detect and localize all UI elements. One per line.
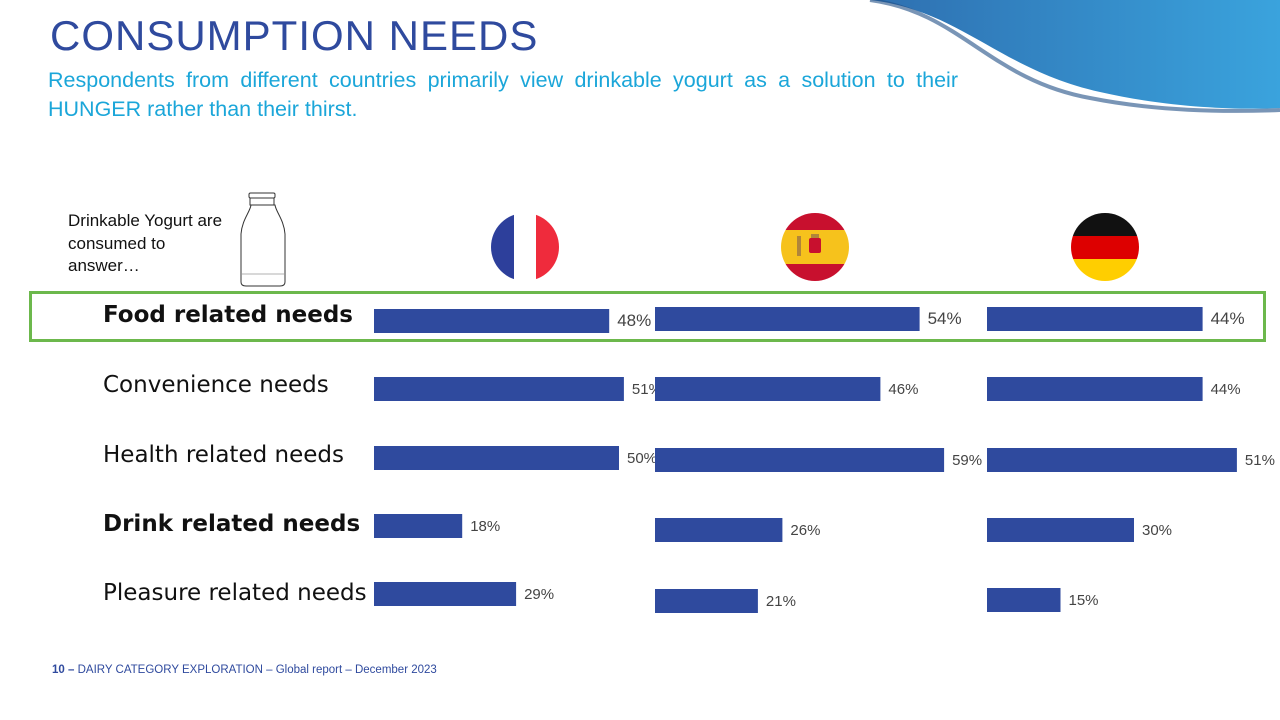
bar-spain-2: [655, 448, 945, 472]
bar-label-germany-3: 30%: [1142, 522, 1172, 539]
bar-label-spain-1: 46%: [888, 381, 918, 398]
bar-label-spain-4: 21%: [766, 593, 796, 610]
bar-label-spain-3: 26%: [790, 522, 820, 539]
category-label-pleasure: Pleasure related needs: [103, 580, 367, 606]
bar-france-3: [374, 514, 463, 538]
germany-flag-icon: [1071, 213, 1139, 281]
category-label-convenience: Convenience needs: [103, 372, 329, 398]
bar-label-spain-2: 59%: [952, 452, 982, 469]
category-label-health: Health related needs: [103, 442, 344, 468]
bar-label-france-4: 29%: [524, 586, 554, 603]
page-number: 10 –: [52, 664, 75, 676]
bar-germany-3: [987, 518, 1134, 542]
bar-germany-4: [987, 588, 1061, 612]
bar-label-germany-2: 51%: [1245, 452, 1275, 469]
page-title: CONSUMPTION NEEDS: [50, 12, 539, 59]
bar-france-0: [374, 309, 610, 333]
footer: 10 – DAIRY CATEGORY EXPLORATION – Global…: [52, 664, 437, 676]
bottle-icon: [240, 192, 286, 287]
bar-label-germany-0: 44%: [1211, 309, 1245, 328]
header-wave-decoration: [869, 0, 1280, 113]
intro-text: Drinkable Yogurt are consumed to answer…: [68, 211, 223, 275]
food-needs-highlight: [29, 291, 1266, 342]
bar-label-spain-0: 54%: [928, 309, 962, 328]
bar-label-france-0: 48%: [617, 311, 651, 330]
bar-france-2: [374, 446, 619, 470]
page-subtitle: Respondents from different countries pri…: [48, 68, 958, 121]
bar-label-germany-1: 44%: [1211, 381, 1241, 398]
france-flag-icon: [491, 213, 559, 281]
bar-france-1: [374, 377, 624, 401]
bar-spain-3: [655, 518, 783, 542]
bar-label-france-3: 18%: [470, 518, 500, 535]
category-label-food: Food related needs: [103, 302, 353, 328]
bar-spain-4: [655, 589, 758, 613]
bar-germany-1: [987, 377, 1203, 401]
spain-flag-icon: [781, 213, 849, 281]
bar-spain-0: [655, 307, 920, 331]
category-label-drink: Drink related needs: [103, 511, 361, 537]
bar-france-4: [374, 582, 517, 606]
footer-text: DAIRY CATEGORY EXPLORATION – Global repo…: [77, 664, 437, 676]
bar-germany-0: [987, 307, 1203, 331]
bar-spain-1: [655, 377, 881, 401]
bar-germany-2: [987, 448, 1237, 472]
bar-label-france-2: 50%: [627, 450, 657, 467]
bar-label-germany-4: 15%: [1069, 592, 1099, 609]
bar-label-france-1: 51%: [632, 381, 662, 398]
